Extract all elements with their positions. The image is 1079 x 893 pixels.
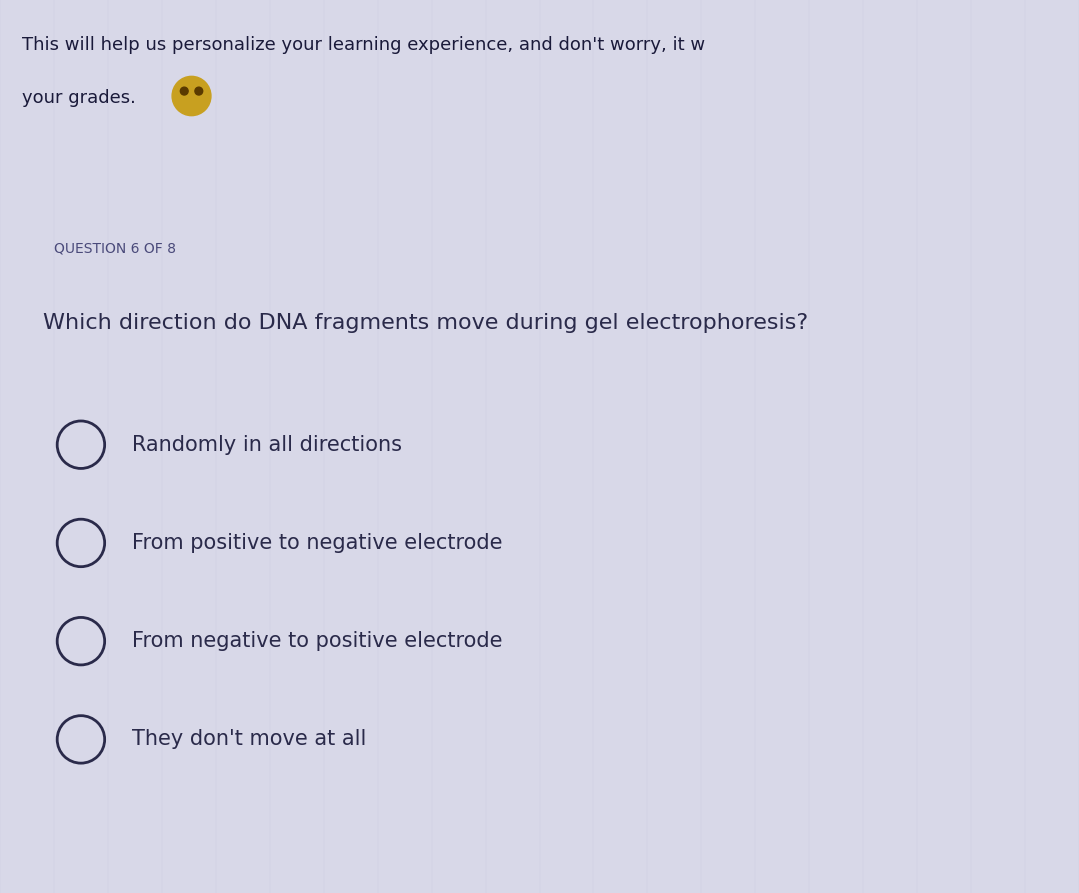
Text: This will help us personalize your learning experience, and don't worry, it w: This will help us personalize your learn… (22, 36, 705, 54)
Text: Randomly in all directions: Randomly in all directions (132, 435, 401, 455)
Text: your grades.: your grades. (22, 89, 136, 107)
Text: From negative to positive electrode: From negative to positive electrode (132, 631, 502, 651)
Text: Which direction do DNA fragments move during gel electrophoresis?: Which direction do DNA fragments move du… (43, 313, 808, 332)
Text: From positive to negative electrode: From positive to negative electrode (132, 533, 502, 553)
Text: QUESTION 6 OF 8: QUESTION 6 OF 8 (54, 241, 176, 255)
Text: They don't move at all: They don't move at all (132, 730, 366, 749)
